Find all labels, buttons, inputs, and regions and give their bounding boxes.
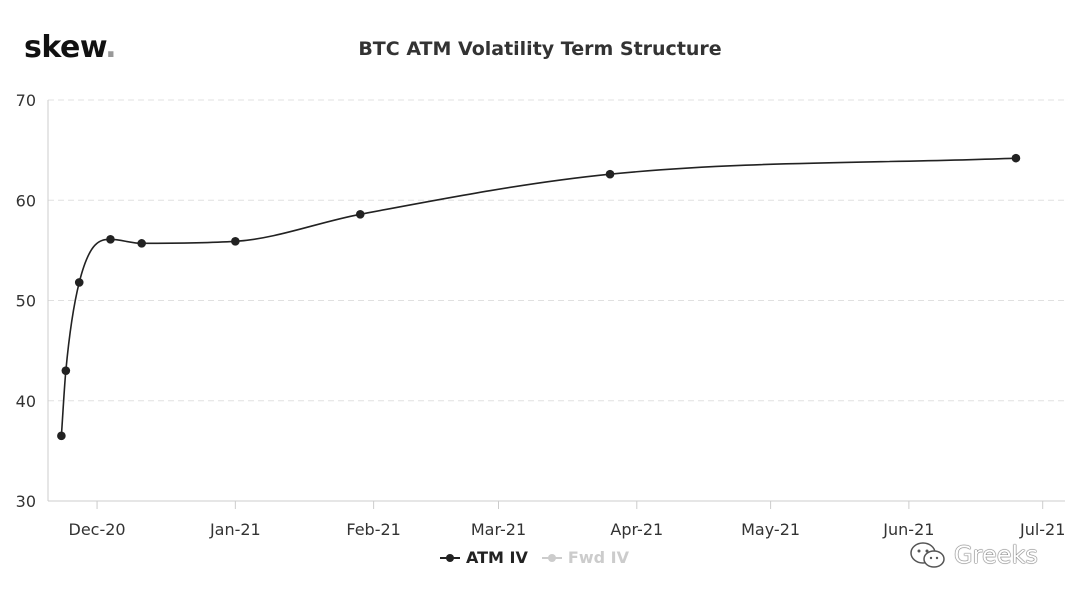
legend-item-atm-iv[interactable]: ATM IV xyxy=(440,548,528,567)
x-tick-label: Apr-21 xyxy=(610,520,663,539)
grid-layer xyxy=(48,99,1065,402)
atm-iv-point xyxy=(1011,153,1021,163)
legend: ATM IV Fwd IV xyxy=(440,548,643,567)
x-tick-label: Jul-21 xyxy=(1019,520,1065,539)
brand-name: skew xyxy=(24,30,106,65)
atm-iv-point xyxy=(605,169,615,179)
y-tick-label: 70 xyxy=(16,91,36,110)
y-tick-label: 50 xyxy=(16,292,36,311)
atm-iv-point xyxy=(74,278,84,287)
series-layer xyxy=(57,153,1021,441)
atm-iv-point xyxy=(137,239,146,248)
x-tick-label: Jun-21 xyxy=(882,520,934,539)
legend-swatch-atm-iv xyxy=(440,552,460,564)
atm-iv-point xyxy=(57,431,66,441)
axis-layer: 30 40 50 60 70 Dec-20 Jan-21 Feb-21 Mar-21 Apr-21… xyxy=(16,91,1066,539)
x-tick-label: Feb-21 xyxy=(346,520,400,539)
atm-iv-point xyxy=(355,209,365,219)
y-tick-label: 30 xyxy=(16,492,36,511)
atm-iv-point xyxy=(61,366,71,375)
watermark: Greeks xyxy=(908,540,1038,570)
watermark-text: Greeks xyxy=(954,541,1038,569)
legend-swatch-fwd-iv xyxy=(541,552,562,564)
atm-iv-point xyxy=(231,237,240,246)
x-tick-label: Dec-20 xyxy=(69,520,126,539)
legend-label-fwd-iv: Fwd IV xyxy=(567,548,629,567)
skew-logo: skew. xyxy=(24,30,117,65)
brand-dot: . xyxy=(105,30,117,65)
y-tick-label: 60 xyxy=(16,191,36,210)
y-tick-label: 40 xyxy=(16,392,36,411)
wechat-icon xyxy=(910,542,945,568)
chart-title: BTC ATM Volatility Term Structure xyxy=(358,38,722,60)
legend-label-atm-iv: ATM IV xyxy=(466,548,528,567)
atm-iv-point xyxy=(106,235,115,244)
x-tick-label: Jan-21 xyxy=(209,520,261,539)
x-tick-label: Mar-21 xyxy=(471,520,526,539)
legend-item-fwd-iv[interactable]: Fwd IV xyxy=(541,548,629,567)
x-tick-label: May-21 xyxy=(741,520,800,539)
